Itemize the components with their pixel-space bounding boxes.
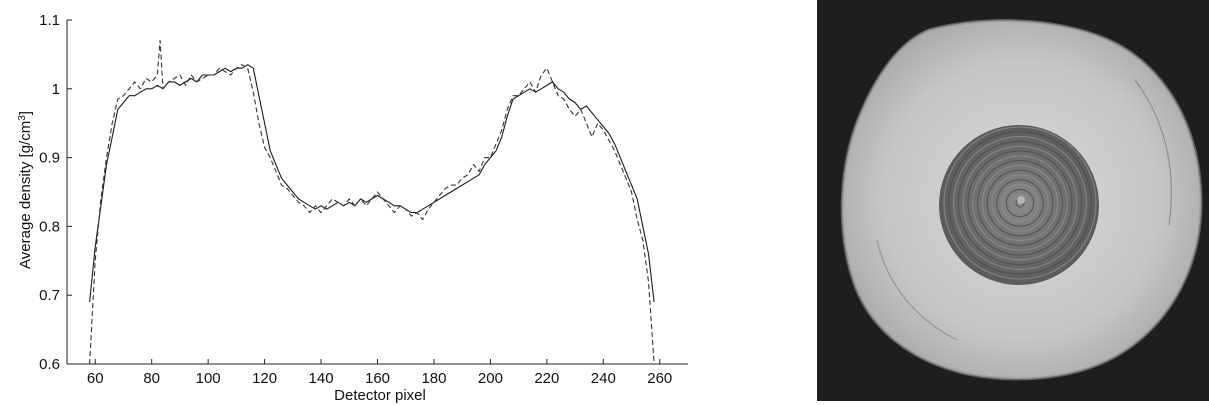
log-disc-image bbox=[817, 0, 1209, 401]
y-tick-label: 0.9 bbox=[39, 150, 60, 167]
x-tick-label: 60 bbox=[87, 370, 104, 387]
y-axis-ticks: 0.6 0.7 0.8 0.9 1 1.1 bbox=[39, 12, 72, 373]
growth-ring bbox=[981, 164, 1059, 242]
x-tick-label: 200 bbox=[478, 370, 503, 387]
x-tick-label: 120 bbox=[252, 370, 277, 387]
data-series bbox=[89, 40, 655, 365]
y-tick-label: 1.1 bbox=[39, 12, 60, 29]
growth-ring bbox=[991, 174, 1049, 232]
growth-ring bbox=[1010, 193, 1030, 213]
growth-ring bbox=[986, 169, 1054, 237]
y-tick-label: 0.8 bbox=[39, 218, 60, 235]
growth-ring bbox=[962, 145, 1078, 261]
growth-ring bbox=[948, 131, 1092, 275]
disc-crack bbox=[876, 239, 958, 341]
growth-ring bbox=[967, 150, 1073, 256]
growth-ring bbox=[957, 140, 1083, 266]
pith bbox=[1017, 196, 1025, 204]
y-tick-label: 0.7 bbox=[39, 287, 60, 304]
x-axis-title: Detector pixel bbox=[334, 387, 426, 404]
bark-edge bbox=[840, 19, 1203, 381]
growth-ring bbox=[977, 160, 1063, 246]
x-tick-label: 240 bbox=[591, 370, 616, 387]
x-axis-ticks: 60 80 100 120 140 160 180 200 220 240 260 bbox=[87, 359, 672, 387]
x-tick-label: 140 bbox=[309, 370, 334, 387]
x-tick-label: 80 bbox=[143, 370, 160, 387]
log-cross-section-photo bbox=[817, 0, 1209, 401]
growth-rings bbox=[943, 126, 1097, 280]
dashed-series-line bbox=[89, 40, 655, 365]
x-tick-label: 100 bbox=[196, 370, 221, 387]
y-tick-label: 0.6 bbox=[39, 356, 60, 373]
x-tick-label: 220 bbox=[534, 370, 559, 387]
growth-ring bbox=[1001, 184, 1039, 222]
x-tick-label: 180 bbox=[421, 370, 446, 387]
growth-ring bbox=[943, 126, 1097, 280]
growth-ring bbox=[953, 136, 1087, 270]
y-axis-title: Average density [g/cm3] bbox=[17, 111, 35, 269]
growth-ring bbox=[996, 179, 1044, 227]
solid-series-line bbox=[89, 64, 655, 303]
x-tick-label: 260 bbox=[647, 370, 672, 387]
disc-crack bbox=[1134, 79, 1172, 226]
x-tick-label: 160 bbox=[365, 370, 390, 387]
growth-ring bbox=[972, 155, 1068, 251]
y-tick-label: 1 bbox=[52, 81, 60, 98]
growth-ring bbox=[1005, 188, 1035, 218]
